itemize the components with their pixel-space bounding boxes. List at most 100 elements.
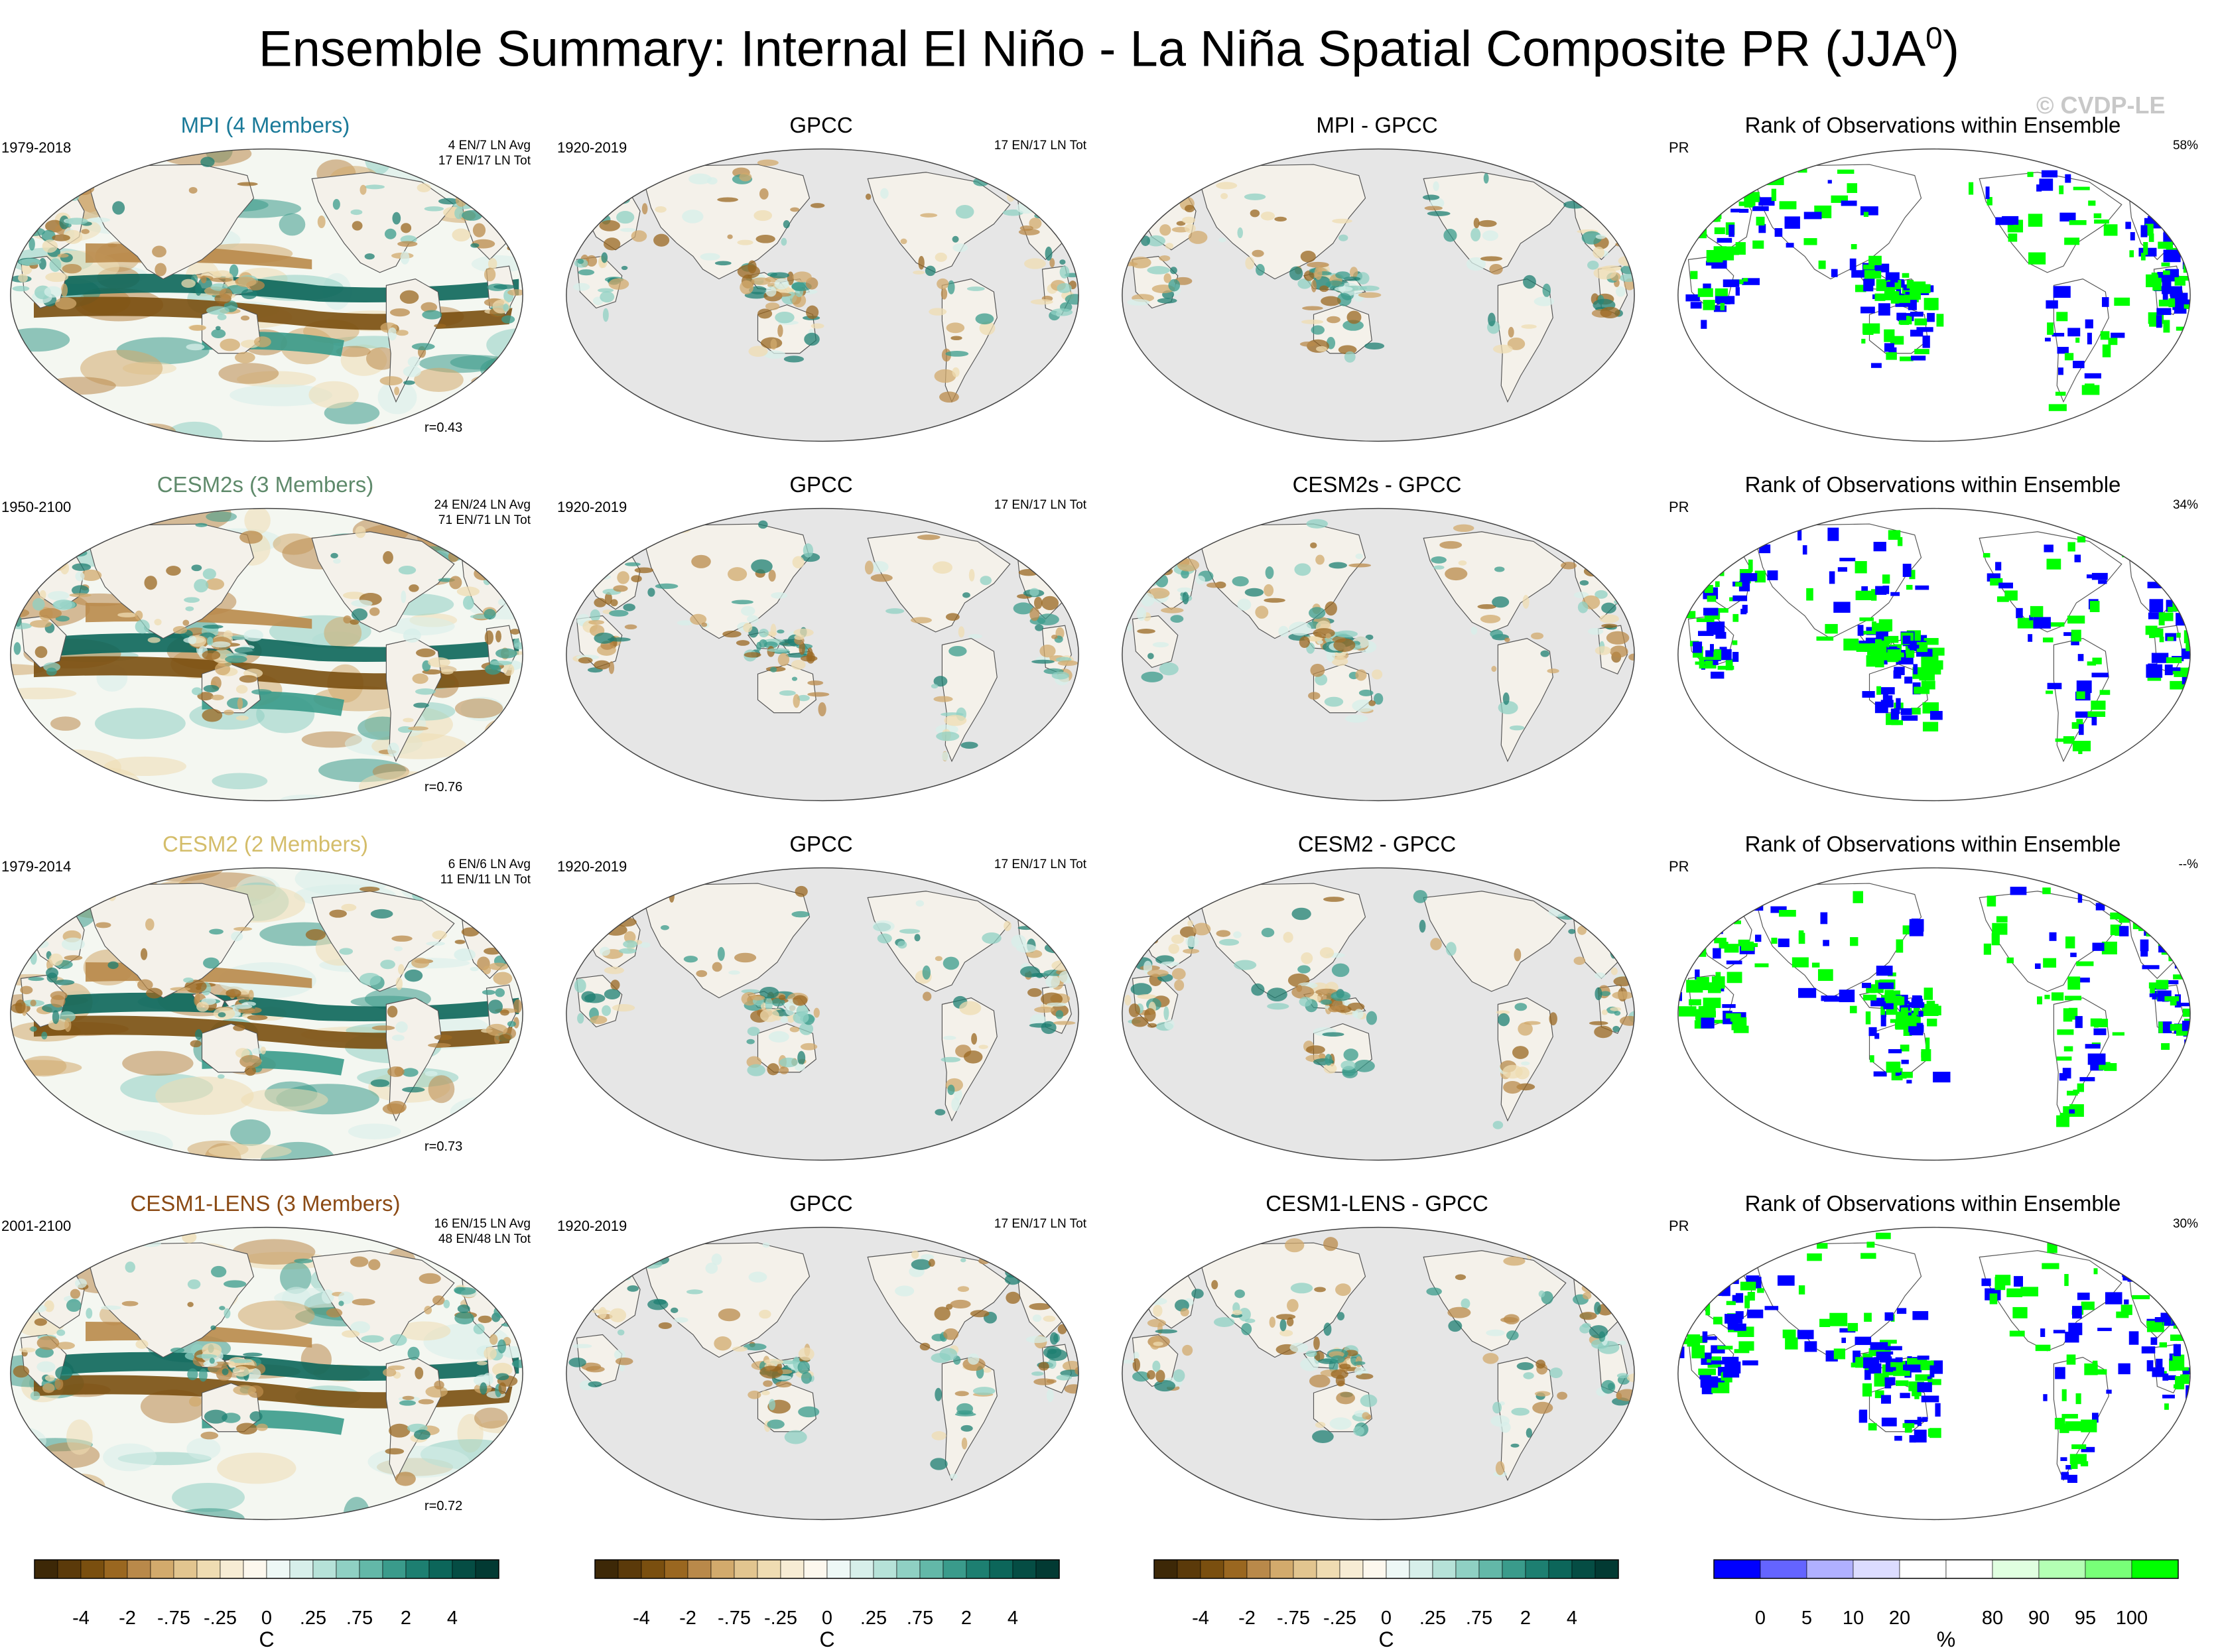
rank-cell [1881,1417,1897,1427]
rank-map [1675,505,2193,804]
colorbar-tick-label: .25 [860,1608,887,1629]
land-anomaly [38,258,46,270]
land-anomaly [1017,926,1035,930]
land-anomaly [712,962,722,972]
rank-cell [1882,586,1890,594]
land-anomaly [493,1033,500,1045]
land-anomaly [1453,524,1474,533]
land-anomaly [957,1286,970,1293]
rank-cell [1727,972,1742,984]
rank-map [1675,865,2193,1163]
colorbar-tick-label: 0 [1380,1608,1392,1629]
land-anomaly [1482,230,1499,241]
rank-cell [1819,1318,1831,1328]
colorbar-swatch [405,1559,430,1579]
land-anomaly [1265,566,1274,579]
rank-cell [1996,596,2009,602]
land-anomaly [74,1278,88,1289]
model-composite-counts: 24 EN/24 LN Avg 71 EN/71 LN Tot [434,498,531,527]
land-anomaly [972,1387,996,1395]
land-anomaly [1064,1384,1079,1394]
rank-cell [1747,1309,1764,1318]
map-ocean [1677,149,2191,442]
rank-cell [2143,242,2148,255]
land-anomaly [1048,1358,1057,1369]
rank-cell [2138,190,2146,196]
colorbar-swatch [1548,1559,1573,1579]
model-panel-row1: MPI (4 Members) 1979-2018 4 EN/7 LN Avg 1… [0,113,531,464]
rank-cell [1701,905,1718,917]
rank-cell [1862,982,1872,988]
land-anomaly [1031,1275,1052,1287]
rank-cell [2095,1369,2107,1375]
rank-cell [1890,336,1904,345]
land-anomaly [333,558,341,564]
rank-cell [2067,615,2085,624]
land-anomaly [781,237,787,246]
land-anomaly [27,202,41,210]
rank-cell [2053,286,2071,298]
land-anomaly [899,928,921,934]
land-anomaly [1514,948,1522,962]
rank-cell [2148,233,2154,242]
land-anomaly [466,193,472,198]
land-anomaly [864,560,874,575]
land-anomaly [1577,601,1589,613]
anomaly-blob [50,716,81,731]
rank-cell [2132,922,2141,930]
rank-cell [1862,264,1875,270]
rank-cell [1886,352,1897,360]
land-anomaly [81,229,90,234]
land-anomaly [66,1299,82,1312]
land-anomaly [759,1366,783,1379]
land-anomaly [1489,263,1503,275]
diff-panel-row3: CESM2 - GPCC [1112,832,1642,1183]
land-anomaly [945,613,960,621]
land-anomaly [1300,250,1316,263]
land-anomaly [1177,1259,1189,1273]
difference-map [1120,146,1637,444]
land-anomaly [1127,907,1143,921]
land-anomaly [222,1368,229,1375]
land-anomaly [1051,308,1073,316]
rank-cell [2167,925,2177,938]
land-anomaly [1279,1330,1293,1337]
land-anomaly [1616,1373,1629,1379]
land-anomaly [30,568,49,581]
land-anomaly [653,233,670,247]
land-outline [867,531,1011,633]
colorbar-tick-label: .25 [1419,1608,1447,1629]
land-anomaly [615,905,621,917]
land-anomaly [948,645,967,657]
rank-cell [1764,1306,1779,1310]
rank-cell [1859,617,1874,621]
colorbar-swatch [428,1559,453,1579]
land-anomaly [950,336,962,341]
land-anomaly [233,1003,253,1009]
land-anomaly [757,308,773,319]
anomaly-blob [484,718,521,746]
land-anomaly [590,1015,608,1025]
rank-cell [1968,182,1974,195]
colorbar-swatch [1806,1559,1854,1579]
land-anomaly [195,523,208,527]
land-anomaly [617,1329,625,1336]
land-anomaly [1337,292,1352,306]
land-anomaly [387,1005,398,1018]
land-anomaly [1611,926,1619,933]
difference-map [1120,1224,1637,1523]
land-anomaly [1364,342,1385,350]
land-anomaly [960,741,978,749]
rank-cell [2084,373,2101,379]
land-anomaly [1322,1032,1344,1037]
land-anomaly [580,584,588,591]
land-anomaly [971,1033,978,1045]
land-anomaly [478,1315,492,1323]
colorbar-swatch [382,1559,407,1579]
rank-cell [1717,665,1734,670]
land-anomaly [1244,193,1266,200]
land-outline [1423,891,1567,992]
rank-cell [1732,913,1738,918]
rank-cell [1704,913,1715,922]
rank-cell [2165,1375,2176,1380]
